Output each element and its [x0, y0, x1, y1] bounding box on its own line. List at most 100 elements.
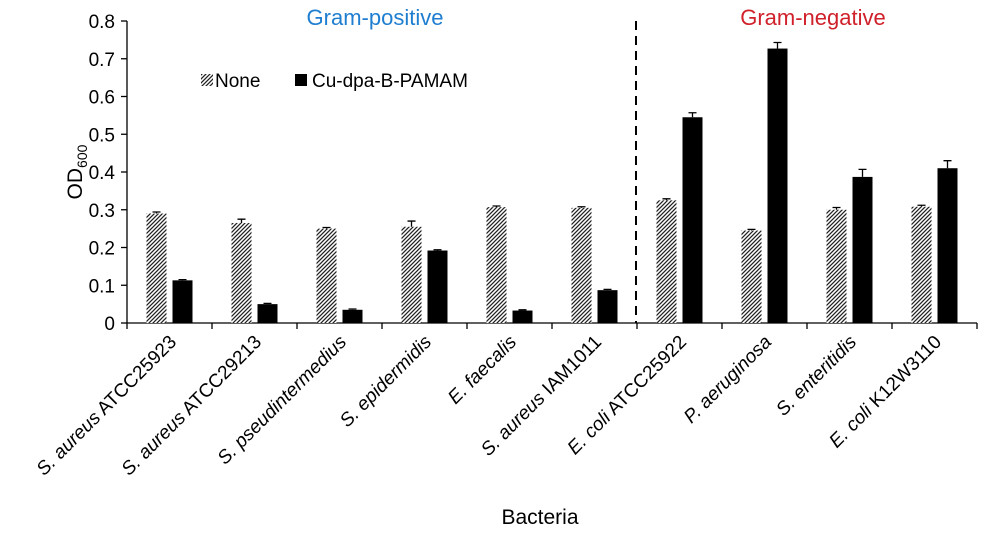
error-bar-path [773, 41, 782, 49]
legend: None Cu-dpa-B-PAMAM [201, 71, 468, 92]
bar-none-2 [316, 228, 337, 323]
category-label-species: S. aureus [477, 388, 550, 461]
category-label: E. faecalis [444, 331, 521, 408]
error-bar-none-5 [577, 206, 586, 208]
group-title-gram-positive: Gram-positive [307, 5, 444, 30]
error-bar-path [577, 206, 586, 208]
error-bar-none-6 [662, 198, 671, 201]
y-tick-label: 0.1 [89, 276, 115, 297]
x-axis [126, 322, 978, 329]
category-label-species: S. aureus [118, 407, 191, 480]
legend-swatch-none [201, 74, 213, 86]
y-axis-title: OD600 [64, 144, 90, 199]
error-bar-path [943, 160, 952, 169]
bar-none-0 [146, 213, 167, 323]
y-ticks: 0 0.1 0.2 0.3 0.4 0.5 0.6 0.7 0.8 [89, 12, 127, 335]
bar-none-7 [741, 230, 762, 323]
error-bar-path [518, 309, 527, 311]
legend-swatch-cu-dpa [295, 74, 307, 86]
bar-cu-dpa-1 [257, 304, 278, 323]
error-bar-path [263, 302, 272, 305]
y-tick-label: 0.5 [89, 125, 115, 146]
error-bar-path [407, 220, 416, 227]
error-bar-path [688, 112, 697, 118]
category-label: S. epidermidis [336, 331, 436, 431]
category-label-species: S. epidermidis [336, 331, 436, 431]
error-bar-path [178, 278, 187, 281]
error-bar-none-9 [917, 204, 926, 207]
error-bar-cu-dpa-3 [433, 249, 442, 251]
error-bar-path [832, 206, 841, 210]
error-bar-path [492, 205, 501, 208]
error-bar-cu-dpa-8 [858, 168, 867, 177]
legend-label-none: None [215, 71, 260, 92]
error-bar-path [237, 218, 246, 223]
bar-cu-dpa-2 [342, 309, 363, 323]
error-bar-cu-dpa-5 [603, 288, 612, 291]
category-label-strain: ATCC25923 [90, 332, 181, 423]
error-bar-path [747, 228, 756, 231]
error-bars [152, 41, 952, 311]
error-bar-none-7 [747, 228, 756, 231]
y-axis: 0 0.1 0.2 0.3 0.4 0.5 0.6 0.7 0.8 [89, 12, 128, 335]
error-bar-path [917, 204, 926, 207]
bar-cu-dpa-7 [767, 48, 788, 324]
category-label-strain: ATCC29213 [175, 332, 266, 423]
error-bar-cu-dpa-9 [943, 160, 952, 169]
error-bar-path [662, 198, 671, 201]
error-bar-path [858, 168, 867, 177]
error-bar-path [348, 308, 357, 310]
y-tick-label: 0 [104, 314, 115, 335]
bars [146, 48, 958, 324]
error-bar-cu-dpa-1 [263, 302, 272, 305]
category-label: P. aeruginosa [680, 332, 776, 428]
error-bar-path [322, 226, 331, 229]
bar-none-5 [571, 207, 592, 323]
error-bar-cu-dpa-2 [348, 308, 357, 310]
category-label-species: E. faecalis [444, 331, 521, 408]
category-label-species: S. aureus [33, 407, 106, 480]
error-bar-path [603, 288, 612, 291]
bar-cu-dpa-0 [172, 280, 193, 323]
bar-cu-dpa-4 [512, 310, 533, 323]
y-tick-label: 0.6 [89, 88, 115, 109]
error-bar-cu-dpa-7 [773, 41, 782, 49]
category-label: S. enteritidis [772, 331, 861, 420]
category-label: S. aureus ATCC25923 [33, 332, 181, 480]
y-tick-label: 0.4 [89, 163, 116, 184]
bar-cu-dpa-6 [682, 117, 703, 323]
x-ticks [126, 323, 978, 329]
bar-cu-dpa-8 [852, 176, 873, 323]
bar-none-6 [656, 200, 677, 323]
bar-cu-dpa-3 [427, 250, 448, 323]
bar-none-9 [911, 206, 932, 323]
category-label-strain: ATCC25922 [600, 332, 691, 423]
category-label: S. aureus ATCC29213 [118, 332, 266, 480]
category-label-species: P. aeruginosa [680, 332, 776, 428]
bar-none-4 [486, 207, 507, 323]
error-bar-cu-dpa-0 [178, 278, 187, 281]
bar-none-3 [401, 226, 422, 323]
bar-cu-dpa-5 [597, 290, 618, 323]
error-bar-cu-dpa-6 [688, 112, 697, 118]
error-bar-none-0 [152, 211, 161, 214]
y-tick-label: 0.7 [89, 50, 115, 71]
bar-none-8 [826, 209, 847, 323]
y-tick-label: 0.3 [89, 201, 115, 222]
error-bar-cu-dpa-4 [518, 309, 527, 311]
category-label-strain: IAM1011 [535, 332, 606, 403]
bar-none-1 [231, 222, 252, 323]
y-axis-title-main: OD [64, 168, 87, 200]
legend-label-cu-dpa: Cu-dpa-B-PAMAM [312, 71, 468, 92]
error-bar-none-4 [492, 205, 501, 208]
error-bar-none-8 [832, 206, 841, 210]
y-axis-title-subscript: 600 [74, 144, 90, 168]
y-tick-label: 0.2 [89, 239, 115, 260]
error-bar-path [433, 249, 442, 251]
error-bar-none-2 [322, 226, 331, 229]
error-bar-none-1 [237, 218, 246, 223]
category-label-species: S. enteritidis [772, 331, 861, 420]
error-bar-none-3 [407, 220, 416, 227]
